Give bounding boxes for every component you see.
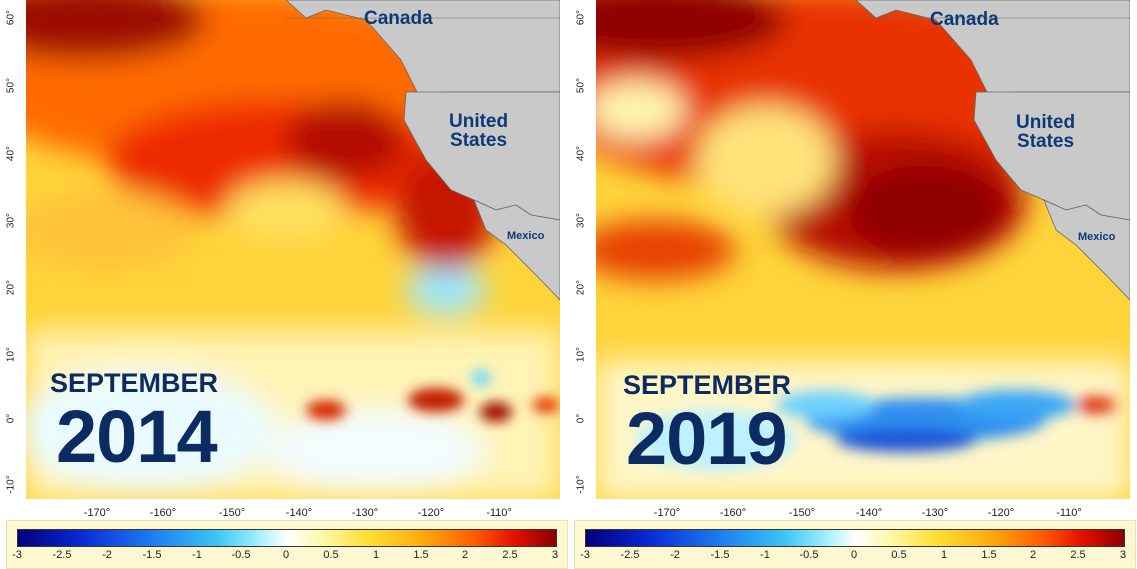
colorbar-tick: 0 — [850, 549, 858, 561]
colorbar-tick: -1 — [760, 549, 770, 561]
year-label: 2014 — [56, 395, 218, 478]
label-canada: Canada — [364, 8, 433, 29]
y-tick: 20° — [575, 279, 587, 296]
x-tick: -170° — [653, 507, 681, 519]
colorbar-gradient — [17, 529, 557, 547]
colorbar-tick: -1 — [192, 549, 202, 561]
colorbar-tick: 0.5 — [323, 549, 339, 561]
sst-anomaly-field-2019 — [596, 0, 1130, 499]
colorbar-tick: -2 — [102, 549, 112, 561]
label-canada: Canada — [930, 9, 999, 30]
y-tick: 0° — [575, 413, 587, 424]
x-tick: -150° — [218, 507, 246, 519]
y-tick: 50° — [5, 77, 17, 94]
y-tick: 10° — [5, 346, 17, 363]
colorbar-tick: -1.5 — [710, 549, 730, 561]
colorbar-tick: 2.5 — [1070, 549, 1086, 561]
panel-2014: Canada United States Mexico SEPTEMBER 20… — [0, 0, 568, 569]
colorbar-tick: 3 — [551, 549, 559, 561]
y-tick: 60° — [575, 9, 587, 26]
colorbar-tick: 1.5 — [413, 549, 429, 561]
colorbar-tick: -2 — [670, 549, 680, 561]
y-tick: 40° — [5, 145, 17, 162]
x-tick: -160° — [149, 507, 177, 519]
label-united-states: United States — [449, 111, 509, 151]
colorbar-tick: 1 — [940, 549, 948, 561]
colorbar-tick: 3 — [1119, 549, 1127, 561]
label-mexico: Mexico — [1078, 231, 1116, 243]
colorbar-tick: 2 — [1029, 549, 1037, 561]
colorbar-tick: 0 — [282, 549, 290, 561]
x-tick: -130° — [921, 507, 949, 519]
colorbar-2019: -3 -2.5 -2 -1.5 -1 -0.5 0 0.5 1 1.5 2 2.… — [574, 520, 1136, 569]
y-tick: -10° — [5, 475, 17, 494]
x-tick: -160° — [719, 507, 747, 519]
y-tick: 60° — [5, 9, 17, 26]
colorbar-tick: 1 — [372, 549, 380, 561]
x-tick: -140° — [855, 507, 883, 519]
x-tick: -150° — [788, 507, 816, 519]
x-tick: -110° — [486, 507, 512, 519]
colorbar-tick: 1.5 — [981, 549, 997, 561]
colorbar-2014: -3 -2.5 -2 -1.5 -1 -0.5 0 0.5 1 1.5 2 2.… — [6, 520, 568, 569]
colorbar-gradient — [585, 529, 1125, 547]
x-tick: -120° — [987, 507, 1015, 519]
year-label: 2019 — [626, 397, 788, 480]
month-label: SEPTEMBER — [50, 368, 219, 398]
colorbar-tick: -0.5 — [231, 549, 251, 561]
month-label: SEPTEMBER — [623, 370, 792, 400]
x-tick: -140° — [285, 507, 313, 519]
x-tick: -120° — [417, 507, 445, 519]
colorbar-tick: 0.5 — [891, 549, 907, 561]
label-mexico: Mexico — [507, 230, 545, 242]
y-tick: 10° — [575, 346, 587, 363]
sst-anomaly-map-2014: Canada United States Mexico SEPTEMBER 20… — [26, 0, 560, 499]
colorbar-tick: -1.5 — [142, 549, 162, 561]
panel-2019: Canada United States Mexico SEPTEMBER 20… — [570, 0, 1137, 569]
sst-anomaly-map-2019: Canada United States Mexico SEPTEMBER 20… — [596, 0, 1130, 499]
y-tick: 0° — [5, 413, 17, 424]
colorbar-tick: -2.5 — [620, 549, 640, 561]
y-tick: 40° — [575, 145, 587, 162]
y-tick: -10° — [575, 475, 587, 494]
y-tick: 30° — [575, 212, 587, 229]
x-tick: -170° — [83, 507, 111, 519]
colorbar-tick: -0.5 — [799, 549, 819, 561]
x-tick: -110° — [1056, 507, 1082, 519]
colorbar-tick: 2.5 — [502, 549, 518, 561]
y-tick: 50° — [575, 77, 587, 94]
sst-anomaly-field-2014 — [26, 0, 560, 499]
colorbar-tick: -3 — [580, 549, 590, 561]
label-united-states: United States — [1016, 112, 1076, 152]
colorbar-tick: 2 — [461, 549, 469, 561]
x-tick: -130° — [351, 507, 379, 519]
colorbar-tick: -3 — [12, 549, 22, 561]
y-tick: 20° — [5, 279, 17, 296]
colorbar-tick: -2.5 — [52, 549, 72, 561]
y-tick: 30° — [5, 212, 17, 229]
